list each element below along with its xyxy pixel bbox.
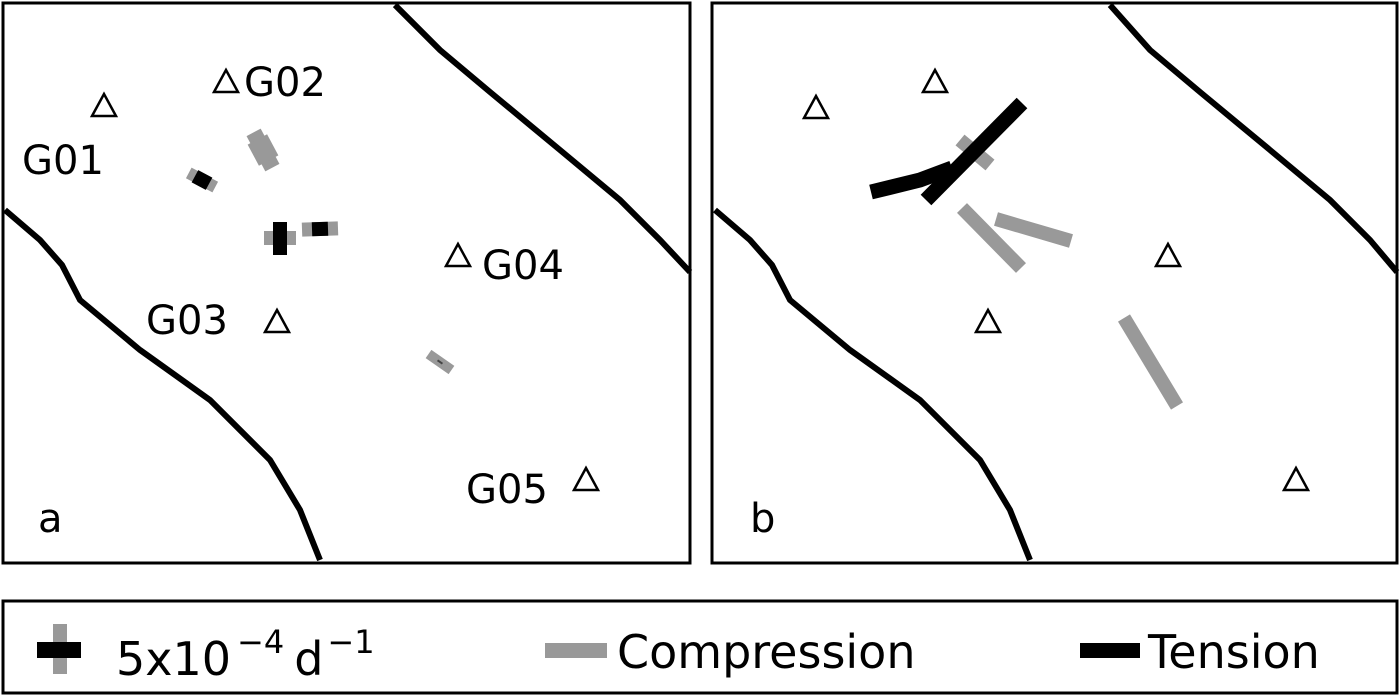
station-triangle [1281,465,1311,492]
station-triangle [801,93,831,120]
station-triangle [920,67,950,94]
glacier-margin-lower [3,207,323,562]
compression-swatch [545,643,607,658]
panel-a-frame [1,1,692,565]
legend-tension: Tension [1147,625,1320,679]
strain-cross [264,222,296,255]
station-g01-triangle [89,91,119,118]
scale-cross-icon [37,624,81,674]
strain-cross [185,167,219,193]
glacier-margin-lower [713,207,1033,562]
station-label-g02: G02 [244,60,326,106]
station-triangle [973,307,1003,334]
glacier-margin-upper [1107,3,1400,274]
panel-a: G01 G02 G03 G04 G05 a [1,1,693,565]
station-g04-triangle [443,241,473,268]
tension-bar [869,160,955,200]
tension-swatch [1080,643,1140,658]
legend-compression: Compression [617,625,915,679]
station-label-g01: G01 [22,138,104,184]
panel-b-frame [710,1,1399,565]
station-g02-triangle [211,67,241,94]
station-g05-triangle [571,465,601,492]
station-label-g05: G05 [466,467,548,513]
tension-bar [920,97,1028,206]
compression-bar [957,203,1026,273]
panel-label-b: b [750,496,775,542]
station-g03-triangle [262,307,292,334]
strain-cross [301,221,339,237]
legend: 5x10 −4 d −1 Compression Tension [1,599,1399,695]
legend-frame [1,599,1399,695]
station-label-g03: G03 [146,298,228,344]
panel-b: b [710,1,1400,565]
strain-cross [246,128,280,172]
strain-cross [425,349,455,375]
glacier-margin-upper [392,2,693,275]
panel-label-a: a [38,496,63,542]
compression-bar [1118,314,1183,410]
legend-scale: 5x10 −4 d −1 [116,623,375,686]
compression-bar [994,212,1073,248]
station-triangle [1153,241,1183,268]
station-label-g04: G04 [482,243,564,289]
